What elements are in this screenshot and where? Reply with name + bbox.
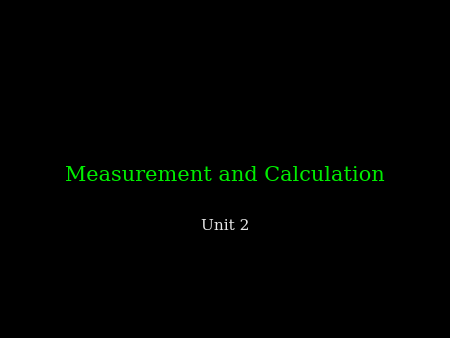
Text: Measurement and Calculation: Measurement and Calculation — [65, 166, 385, 185]
Text: Unit 2: Unit 2 — [201, 219, 249, 234]
